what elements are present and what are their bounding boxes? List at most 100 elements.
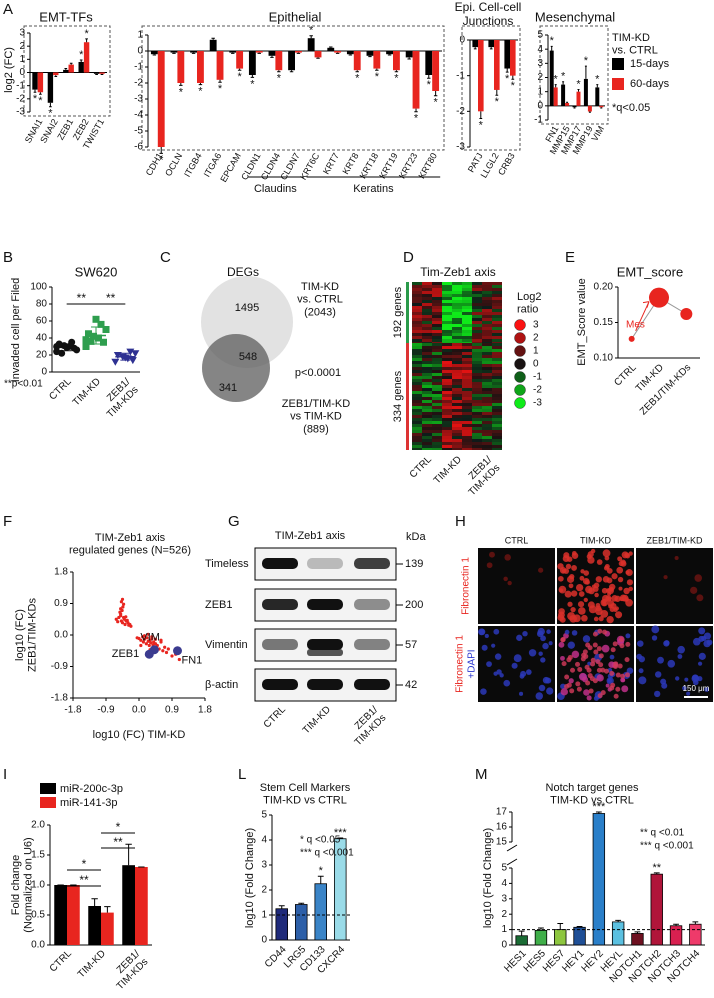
cell: [593, 649, 599, 655]
cell: [626, 667, 634, 674]
y-tick-label: 0: [537, 100, 543, 111]
error-bar: [554, 84, 557, 88]
cell: [546, 687, 554, 695]
heatmap-cell: [452, 294, 462, 297]
legend-label: 3: [533, 320, 539, 331]
cell: [588, 688, 594, 694]
heatmap-cell: [452, 297, 462, 300]
heatmap-cell: [482, 424, 492, 427]
cell: [585, 680, 591, 686]
row-label: Fibronectin 1: [461, 557, 472, 615]
axis-break: [506, 844, 518, 852]
x-tick-label: -1.8: [64, 705, 82, 716]
heatmap-cell: [482, 349, 492, 352]
legend-swatch: [612, 78, 624, 90]
heatmap-cell: [412, 391, 422, 394]
heatmap-cell: [422, 409, 432, 412]
error-bar: [600, 107, 603, 109]
heatmap-cell: [422, 415, 432, 418]
error-bar: [538, 927, 544, 931]
heatmap-cell: [442, 445, 452, 448]
y-tick-label: 1: [501, 924, 507, 935]
heatmap-cell: [442, 297, 452, 300]
heatmap-cell: [492, 448, 502, 450]
heatmap-cell: [452, 448, 462, 450]
y-tick-label: -1: [456, 70, 465, 81]
cell: [620, 673, 626, 679]
bar: [583, 78, 588, 106]
y-tick-label: 4: [261, 835, 267, 846]
data-point: [141, 640, 145, 644]
heatmap-cell: [412, 349, 422, 352]
cell: [628, 586, 633, 592]
heatmap-cell: [452, 439, 462, 442]
bar: [515, 935, 528, 946]
heatmap-cell: [442, 379, 452, 382]
cell: [617, 556, 623, 562]
heatmap-cell: [432, 358, 442, 361]
heatmap-cell: [452, 373, 462, 376]
heatmap-cell: [442, 367, 452, 370]
data-point: [125, 618, 129, 622]
heatmap-cell: [422, 394, 432, 397]
heatmap-cell: [492, 352, 502, 355]
error-bar: [54, 75, 58, 77]
heatmap-cell: [432, 376, 442, 379]
heatmap-cell: [422, 358, 432, 361]
cell: [596, 667, 602, 673]
heatmap-cell: [462, 448, 472, 450]
heatmap-cell: [452, 364, 462, 367]
heatmap-cell: [442, 391, 452, 394]
heatmap-cell: [412, 303, 422, 306]
heatmap-cell: [462, 312, 472, 315]
heatmap-cell: [472, 391, 482, 394]
group-label: Claudins: [254, 183, 297, 195]
protein-label: Timeless: [205, 558, 249, 570]
cell: [583, 689, 590, 696]
heatmap-cell: [432, 421, 442, 424]
heatmap-cell: [432, 352, 442, 355]
cell: [596, 646, 602, 652]
heatmap-cell: [462, 400, 472, 403]
significance-star: *: [511, 80, 516, 92]
annotation: Mes: [626, 320, 645, 331]
heatmap-cell: [492, 321, 502, 324]
heatmap-cell: [432, 430, 442, 433]
cell: [638, 668, 644, 674]
data-point: [164, 650, 169, 655]
legend-title: TIM-KD vs. CTRL: [612, 32, 658, 57]
heatmap-cell: [452, 346, 462, 349]
error-bar: [317, 875, 324, 884]
bar: [549, 50, 554, 106]
heatmap-cell: [422, 421, 432, 424]
cell: [592, 642, 598, 648]
heatmap-cell: [412, 291, 422, 294]
heatmap-cell: [422, 306, 432, 309]
blot-unit: kDa: [406, 531, 426, 543]
heatmap-cell: [412, 403, 422, 406]
row-group-bar: [406, 343, 409, 450]
error-bar: [375, 68, 379, 71]
heatmap-cell: [442, 415, 452, 418]
heatmap-cell: [422, 430, 432, 433]
cell: [484, 633, 489, 639]
heatmap-cell: [472, 349, 482, 352]
x-tick-label: 1.8: [198, 705, 212, 716]
heatmap-cell: [432, 312, 442, 315]
heatmap-cell: [482, 397, 492, 400]
heatmap-cell: [412, 367, 422, 370]
heatmap-cell: [422, 333, 432, 336]
heatmap-cell: [452, 442, 462, 445]
heatmap-cell: [442, 436, 452, 439]
y-tick-label: -1: [16, 80, 25, 91]
heatmap-cell: [452, 309, 462, 312]
bar: [32, 72, 38, 90]
legend-label: 0: [533, 359, 539, 370]
error-bar: [191, 52, 196, 54]
heatmap-cell: [452, 303, 462, 306]
heatmap-cell: [462, 303, 472, 306]
panel-label: F: [3, 513, 12, 530]
cell: [478, 628, 486, 636]
heatmap-cell: [452, 349, 462, 352]
heatmap-cell: [482, 427, 492, 430]
